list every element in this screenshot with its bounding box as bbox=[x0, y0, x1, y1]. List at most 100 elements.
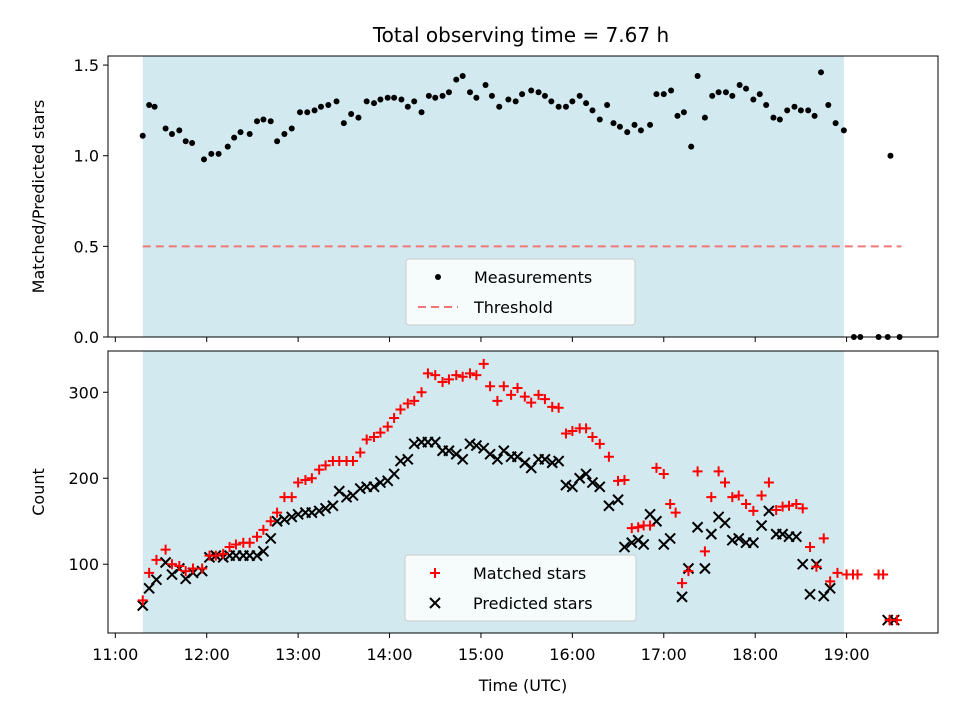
predicted-star-marker bbox=[443, 445, 455, 457]
legend-box bbox=[404, 554, 637, 622]
measurement-point bbox=[425, 92, 432, 99]
matched-star-marker bbox=[174, 560, 185, 571]
matched-star-marker bbox=[347, 456, 358, 467]
measurement-point bbox=[496, 103, 503, 110]
matched-star-marker bbox=[244, 537, 255, 548]
matched-star-marker bbox=[891, 615, 902, 626]
measurement-point bbox=[281, 130, 288, 137]
predicted-star-marker bbox=[539, 453, 551, 466]
matched-star-marker bbox=[756, 490, 767, 501]
count-x-ticks: 11:00 12:00 13:00 14:00 15:00 16:00 17:00 18:00… bbox=[92, 633, 870, 664]
measurement-point bbox=[355, 114, 362, 121]
measurement-point bbox=[391, 94, 398, 101]
measurement-point bbox=[274, 138, 281, 145]
matched-star-marker bbox=[300, 474, 311, 485]
matched-star-marker bbox=[272, 507, 283, 518]
time-axis-label: Time (UTC) bbox=[478, 676, 567, 695]
matched-star-marker bbox=[587, 431, 598, 442]
x-tick-label: 12:00 bbox=[184, 645, 230, 664]
measurement-point bbox=[260, 116, 267, 123]
measurement-point bbox=[466, 89, 473, 96]
predicted-star-marker bbox=[159, 556, 172, 569]
measurement-point bbox=[736, 82, 743, 89]
ratio-legend: Measurements Threshold bbox=[405, 258, 636, 326]
matched-star-marker bbox=[218, 548, 229, 559]
measurement-point bbox=[439, 92, 446, 99]
measurement-point bbox=[296, 109, 303, 116]
matched-star-marker bbox=[430, 370, 441, 381]
y-tick-label: 200 bbox=[68, 469, 99, 488]
x-tick-label: 16:00 bbox=[549, 645, 595, 664]
matched-star-marker bbox=[706, 492, 717, 503]
matched-star-marker bbox=[457, 371, 468, 382]
matched-star-marker bbox=[320, 460, 331, 471]
matched-star-marker bbox=[437, 376, 448, 387]
y-tick-label: 0.0 bbox=[74, 328, 99, 347]
matched-star-marker bbox=[188, 563, 199, 574]
matched-star-marker bbox=[389, 413, 400, 424]
measurement-point bbox=[596, 116, 603, 123]
measurement-point bbox=[825, 101, 832, 108]
measurement-point bbox=[647, 121, 654, 128]
predicted-star-marker bbox=[456, 453, 469, 466]
predicted-star-marker bbox=[552, 455, 565, 467]
predicted-star-marker bbox=[286, 511, 298, 523]
matched-star-marker bbox=[144, 567, 155, 578]
measurement-point bbox=[325, 101, 332, 108]
matched-star-marker bbox=[293, 477, 304, 488]
predicted-star-marker bbox=[776, 528, 789, 540]
measurement-point bbox=[459, 72, 466, 79]
predicted-star-marker bbox=[580, 468, 592, 480]
measurement-point bbox=[445, 89, 452, 96]
matched-star-marker bbox=[151, 554, 162, 565]
measurement-point bbox=[660, 91, 667, 98]
matched-star-marker bbox=[251, 531, 262, 542]
predicted-star-marker bbox=[464, 438, 476, 450]
measurement-point bbox=[253, 118, 260, 125]
measurement-point bbox=[519, 91, 526, 98]
measurement-point bbox=[200, 156, 207, 163]
matched-star-marker bbox=[224, 542, 235, 553]
measurement-point bbox=[576, 92, 583, 99]
predicted-star-marker bbox=[340, 491, 353, 503]
matched-star-marker bbox=[811, 561, 822, 572]
matched-star-marker bbox=[741, 499, 752, 510]
matched-star-marker bbox=[539, 394, 550, 405]
measurement-point bbox=[371, 100, 378, 107]
matched-star-marker bbox=[651, 462, 662, 473]
predicted-star-marker bbox=[402, 453, 414, 466]
measurement-point bbox=[384, 94, 391, 101]
matched-star-marker bbox=[361, 434, 372, 445]
predicted-star-marker bbox=[137, 599, 149, 612]
predicted-star-marker bbox=[626, 537, 638, 549]
count-legend: Matched stars Predicted stars bbox=[404, 554, 637, 622]
predicted-star-marker bbox=[733, 532, 745, 545]
measurement-point bbox=[151, 103, 158, 110]
predicted-star-marker bbox=[319, 502, 332, 515]
measurement-point bbox=[528, 87, 535, 94]
predicted-star-marker bbox=[368, 481, 380, 493]
measurement-points bbox=[139, 69, 903, 340]
measurement-point bbox=[512, 98, 519, 105]
count-panel: 100 200 300 11:00 12:00 13:00 14:00 15:00 16:00… bbox=[29, 350, 939, 695]
matched-star-marker bbox=[471, 370, 482, 381]
matched-star-marker bbox=[748, 505, 759, 516]
measurement-point bbox=[631, 121, 638, 128]
legend-matched-marker bbox=[430, 568, 440, 578]
matched-star-marker bbox=[382, 421, 393, 432]
measurement-point bbox=[432, 94, 439, 101]
measurement-point bbox=[488, 92, 495, 99]
measurement-point bbox=[162, 125, 169, 132]
measurement-point bbox=[709, 92, 716, 99]
matched-star-marker bbox=[560, 428, 571, 439]
y-tick-label: 300 bbox=[68, 383, 99, 402]
matched-star-marker bbox=[713, 466, 724, 477]
predicted-star-marker bbox=[470, 439, 483, 452]
predicted-star-marker bbox=[546, 457, 558, 469]
predicted-star-marker bbox=[824, 582, 836, 595]
matched-star-marker bbox=[645, 520, 656, 531]
measurement-point bbox=[404, 103, 411, 110]
predicted-star-marker bbox=[586, 476, 599, 489]
matched-star-marker bbox=[633, 522, 644, 533]
matched-star-marker bbox=[791, 499, 802, 510]
